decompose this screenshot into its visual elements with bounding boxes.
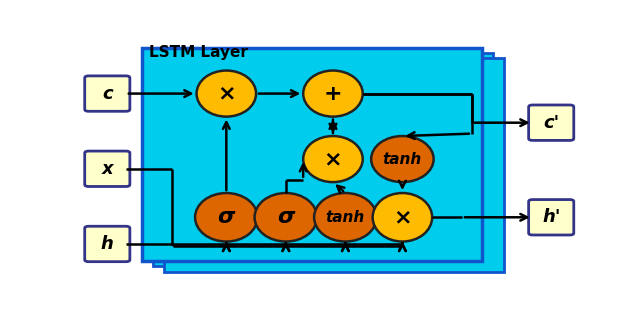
Text: c': c' <box>543 114 559 132</box>
FancyBboxPatch shape <box>153 53 493 266</box>
FancyBboxPatch shape <box>164 58 504 272</box>
Ellipse shape <box>195 193 257 242</box>
FancyBboxPatch shape <box>84 151 130 186</box>
Text: ×: × <box>217 83 236 104</box>
Text: x: x <box>102 160 113 178</box>
Ellipse shape <box>372 193 432 242</box>
Text: h: h <box>101 235 114 253</box>
Text: σ: σ <box>277 207 294 227</box>
Text: c: c <box>102 85 113 103</box>
FancyBboxPatch shape <box>142 48 482 261</box>
Text: +: + <box>324 83 342 104</box>
Text: LSTM Layer: LSTM Layer <box>150 45 248 60</box>
Text: tanh: tanh <box>383 152 422 167</box>
Ellipse shape <box>303 136 363 182</box>
Ellipse shape <box>196 71 256 117</box>
Ellipse shape <box>314 193 376 242</box>
Text: tanh: tanh <box>326 210 365 225</box>
Text: ×: × <box>324 149 342 169</box>
Text: σ: σ <box>218 207 235 227</box>
Ellipse shape <box>303 71 363 117</box>
FancyBboxPatch shape <box>84 226 130 262</box>
Text: h': h' <box>542 208 561 226</box>
FancyBboxPatch shape <box>142 48 482 261</box>
FancyBboxPatch shape <box>529 105 574 140</box>
Ellipse shape <box>255 193 317 242</box>
FancyBboxPatch shape <box>529 200 574 235</box>
Text: ×: × <box>393 207 412 227</box>
FancyBboxPatch shape <box>84 76 130 111</box>
Ellipse shape <box>371 136 434 182</box>
